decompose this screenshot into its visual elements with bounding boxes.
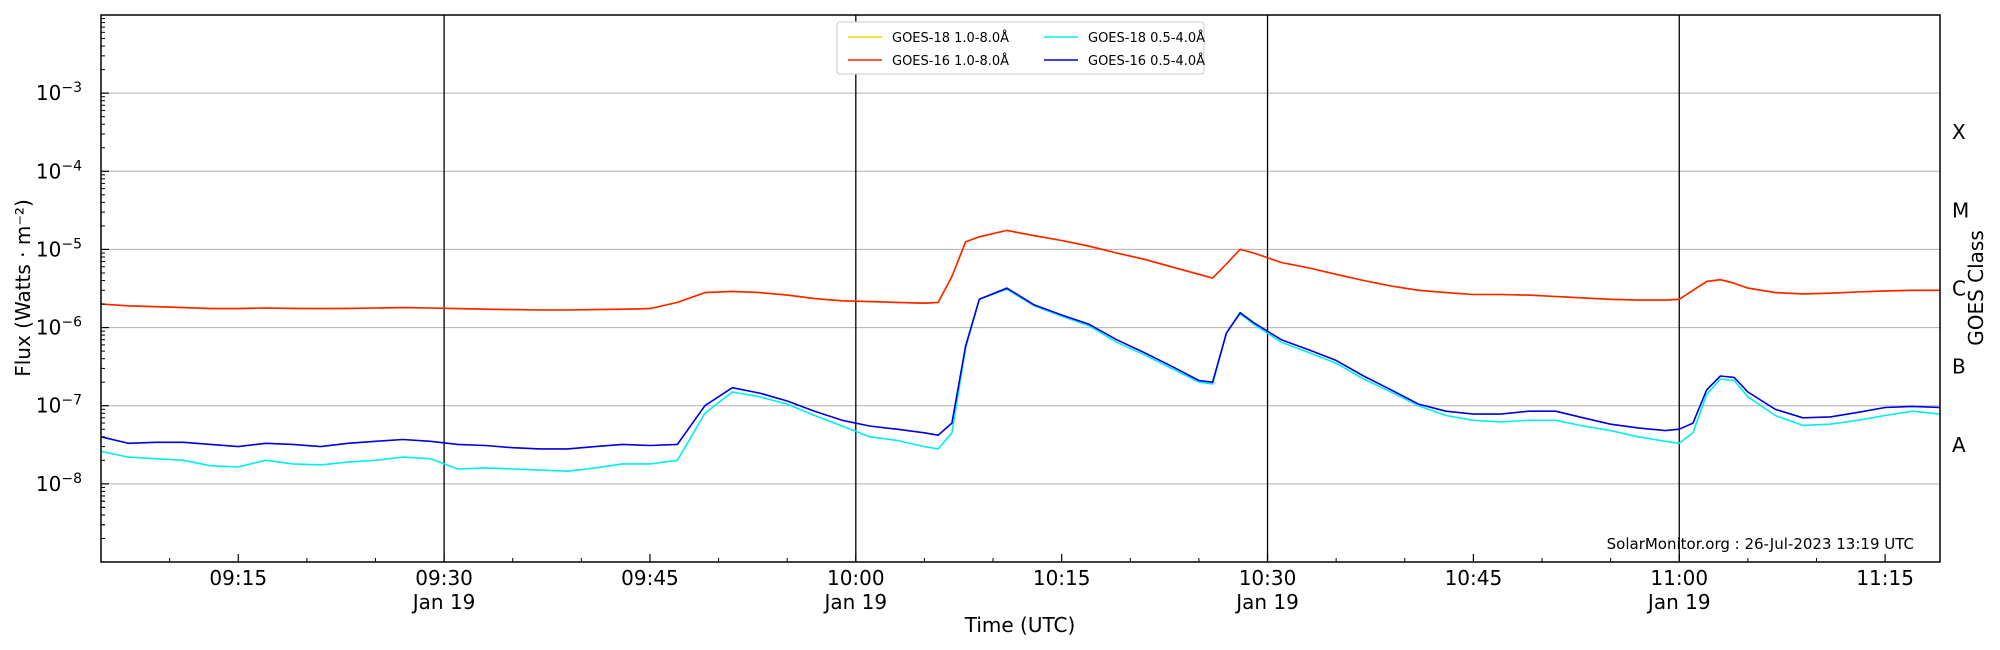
goes-class-label: B bbox=[1952, 355, 1966, 379]
x-tick-label: 09:45 bbox=[621, 566, 679, 590]
goes-class-label: X bbox=[1952, 120, 1966, 144]
chart-legend: GOES-18 1.0-8.0Å GOES-16 1.0-8.0Å GOES-18 … bbox=[837, 22, 1205, 74]
x-tick-label: 09:30 bbox=[415, 566, 473, 590]
goes-class-label: A bbox=[1952, 433, 1966, 457]
x-tick-label: 11:00 bbox=[1650, 566, 1708, 590]
x-tick-label: 10:15 bbox=[1033, 566, 1091, 590]
y-axis-title: Flux (Watts · m⁻²) bbox=[11, 199, 35, 377]
x-tick-label: 10:45 bbox=[1445, 566, 1503, 590]
credit-text: SolarMonitor.org : 26-Jul-2023 13:19 UTC bbox=[1607, 535, 1914, 553]
legend-label: GOES-18 1.0-8.0Å bbox=[892, 30, 1009, 46]
legend-label: GOES-16 1.0-8.0Å bbox=[892, 53, 1009, 69]
goes-class-label: M bbox=[1952, 198, 1969, 222]
legend-label: GOES-18 0.5-4.0Å bbox=[1088, 30, 1205, 46]
x-tick-label: 10:00 bbox=[827, 566, 885, 590]
x-tick-date-label: Jan 19 bbox=[1234, 590, 1299, 614]
x-tick-date-label: Jan 19 bbox=[822, 590, 887, 614]
x-tick-date-label: Jan 19 bbox=[1646, 590, 1711, 614]
x-tick-label: 11:15 bbox=[1856, 566, 1914, 590]
x-tick-date-label: Jan 19 bbox=[411, 590, 476, 614]
legend-label: GOES-16 0.5-4.0Å bbox=[1088, 53, 1205, 69]
x-tick-label: 09:15 bbox=[209, 566, 267, 590]
x-axis-title: Time (UTC) bbox=[964, 613, 1076, 637]
x-tick-label: 10:30 bbox=[1239, 566, 1297, 590]
goes-class-axis-title: GOES Class bbox=[1964, 230, 1988, 346]
